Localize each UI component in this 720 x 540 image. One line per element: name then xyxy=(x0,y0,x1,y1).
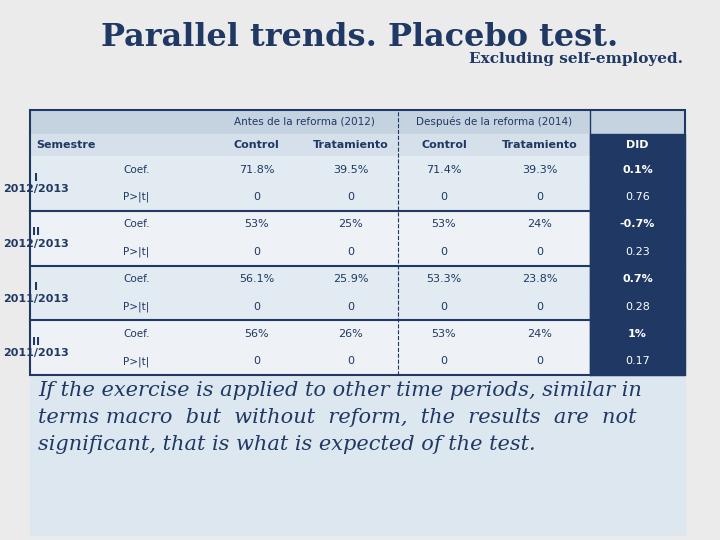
Text: 0: 0 xyxy=(253,301,260,312)
Text: 26%: 26% xyxy=(338,329,363,339)
Text: 0: 0 xyxy=(347,356,354,366)
Text: 0: 0 xyxy=(536,356,544,366)
Text: 53.3%: 53.3% xyxy=(426,274,462,284)
Bar xyxy=(30,134,685,156)
Text: Control: Control xyxy=(421,140,467,150)
Text: Coef.: Coef. xyxy=(123,165,150,174)
Text: P>|t|: P>|t| xyxy=(123,356,149,367)
Text: Semestre: Semestre xyxy=(36,140,95,150)
Text: 1%: 1% xyxy=(628,329,647,339)
Text: 0.76: 0.76 xyxy=(625,192,650,202)
Text: 0: 0 xyxy=(441,301,448,312)
Text: Antes de la reforma (2012): Antes de la reforma (2012) xyxy=(233,117,374,127)
Text: 0: 0 xyxy=(536,192,544,202)
Text: 39.3%: 39.3% xyxy=(522,165,558,174)
Text: 0: 0 xyxy=(441,356,448,366)
Bar xyxy=(590,266,685,293)
Text: Después de la reforma (2014): Después de la reforma (2014) xyxy=(416,117,572,127)
Bar xyxy=(30,238,590,266)
Text: 0: 0 xyxy=(347,192,354,202)
Text: 0.28: 0.28 xyxy=(625,301,650,312)
Bar xyxy=(30,110,685,134)
Text: -0.7%: -0.7% xyxy=(620,219,655,230)
Bar xyxy=(590,293,685,320)
Text: 0: 0 xyxy=(253,247,260,257)
Text: Coef.: Coef. xyxy=(123,329,150,339)
Text: Tratamiento: Tratamiento xyxy=(312,140,388,150)
Text: 24%: 24% xyxy=(528,219,552,230)
Bar xyxy=(590,238,685,266)
Text: 25.9%: 25.9% xyxy=(333,274,368,284)
Bar xyxy=(30,293,590,320)
Text: Tratamiento: Tratamiento xyxy=(502,140,578,150)
Text: Coef.: Coef. xyxy=(123,219,150,230)
Text: 0: 0 xyxy=(441,192,448,202)
Text: II
2012/2013: II 2012/2013 xyxy=(3,227,69,249)
Text: DID: DID xyxy=(626,140,649,150)
Bar xyxy=(590,211,685,238)
Text: I
2012/2013: I 2012/2013 xyxy=(3,173,69,194)
Text: 53%: 53% xyxy=(432,219,456,230)
Bar xyxy=(30,266,590,293)
Bar xyxy=(30,110,685,375)
Text: 0.1%: 0.1% xyxy=(622,165,653,174)
Bar xyxy=(590,348,685,375)
Text: Coef.: Coef. xyxy=(123,274,150,284)
Text: I
2011/2013: I 2011/2013 xyxy=(3,282,69,303)
Text: 0.17: 0.17 xyxy=(625,356,650,366)
Text: 53%: 53% xyxy=(244,219,269,230)
Bar xyxy=(590,156,685,184)
Bar xyxy=(30,375,685,535)
Bar xyxy=(590,184,685,211)
Text: 0.23: 0.23 xyxy=(625,247,650,257)
Bar xyxy=(30,348,590,375)
Text: P>|t|: P>|t| xyxy=(123,192,149,202)
Text: 0: 0 xyxy=(441,247,448,257)
Text: 53%: 53% xyxy=(432,329,456,339)
Text: Excluding self-employed.: Excluding self-employed. xyxy=(469,52,683,66)
Text: P>|t|: P>|t| xyxy=(123,247,149,257)
Bar xyxy=(30,320,590,348)
Text: 23.8%: 23.8% xyxy=(522,274,558,284)
Bar xyxy=(30,211,590,238)
Bar xyxy=(30,156,590,184)
Text: 25%: 25% xyxy=(338,219,363,230)
Text: Control: Control xyxy=(233,140,279,150)
Text: 56%: 56% xyxy=(244,329,269,339)
Text: If the exercise is applied to other time periods, similar in
terms macro  but  w: If the exercise is applied to other time… xyxy=(38,381,642,455)
Bar xyxy=(30,110,685,375)
Text: 0: 0 xyxy=(253,356,260,366)
Text: 24%: 24% xyxy=(528,329,552,339)
Text: II
2011/2013: II 2011/2013 xyxy=(3,337,69,359)
Text: 71.8%: 71.8% xyxy=(239,165,274,174)
Text: 39.5%: 39.5% xyxy=(333,165,368,174)
Text: P>|t|: P>|t| xyxy=(123,301,149,312)
Text: 0: 0 xyxy=(253,192,260,202)
Text: 0: 0 xyxy=(347,247,354,257)
Text: 0: 0 xyxy=(347,301,354,312)
Text: 0.7%: 0.7% xyxy=(622,274,653,284)
Text: 0: 0 xyxy=(536,247,544,257)
Text: 56.1%: 56.1% xyxy=(239,274,274,284)
Bar xyxy=(30,184,590,211)
Text: 71.4%: 71.4% xyxy=(426,165,462,174)
Bar xyxy=(590,320,685,348)
Text: Parallel trends. Placebo test.: Parallel trends. Placebo test. xyxy=(102,22,618,53)
Bar xyxy=(590,134,685,156)
Text: 0: 0 xyxy=(536,301,544,312)
